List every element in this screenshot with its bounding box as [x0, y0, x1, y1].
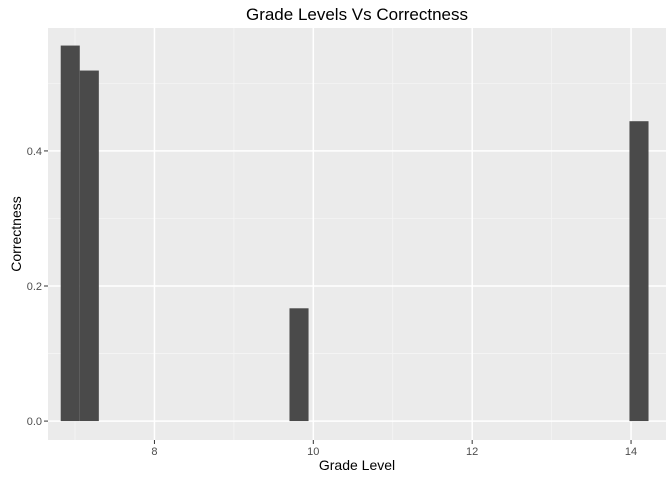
- x-axis-title: Grade Level: [319, 457, 395, 473]
- y-tick-label: 0.4: [27, 146, 42, 158]
- plot-panel: [48, 28, 666, 440]
- bar-4: [629, 121, 649, 422]
- y-axis-ticks: 0.0 0.2 0.4: [27, 146, 48, 428]
- y-tick-label: 0.0: [27, 416, 42, 428]
- y-tick-label: 0.2: [27, 281, 42, 293]
- x-tick-label: 12: [466, 446, 478, 458]
- bar-2: [79, 70, 99, 422]
- bars: [60, 45, 649, 422]
- major-gridlines: [48, 28, 666, 440]
- bar-3: [289, 308, 309, 422]
- x-tick-label: 10: [307, 446, 319, 458]
- chart-title: Grade Levels Vs Correctness: [246, 5, 468, 24]
- y-axis-title: Correctness: [8, 196, 24, 271]
- x-axis-ticks: 8 10 12 14: [151, 440, 637, 458]
- x-tick-label: 14: [625, 446, 637, 458]
- minor-gridlines: [48, 28, 666, 440]
- bar-1: [60, 45, 80, 422]
- x-tick-label: 8: [151, 446, 157, 458]
